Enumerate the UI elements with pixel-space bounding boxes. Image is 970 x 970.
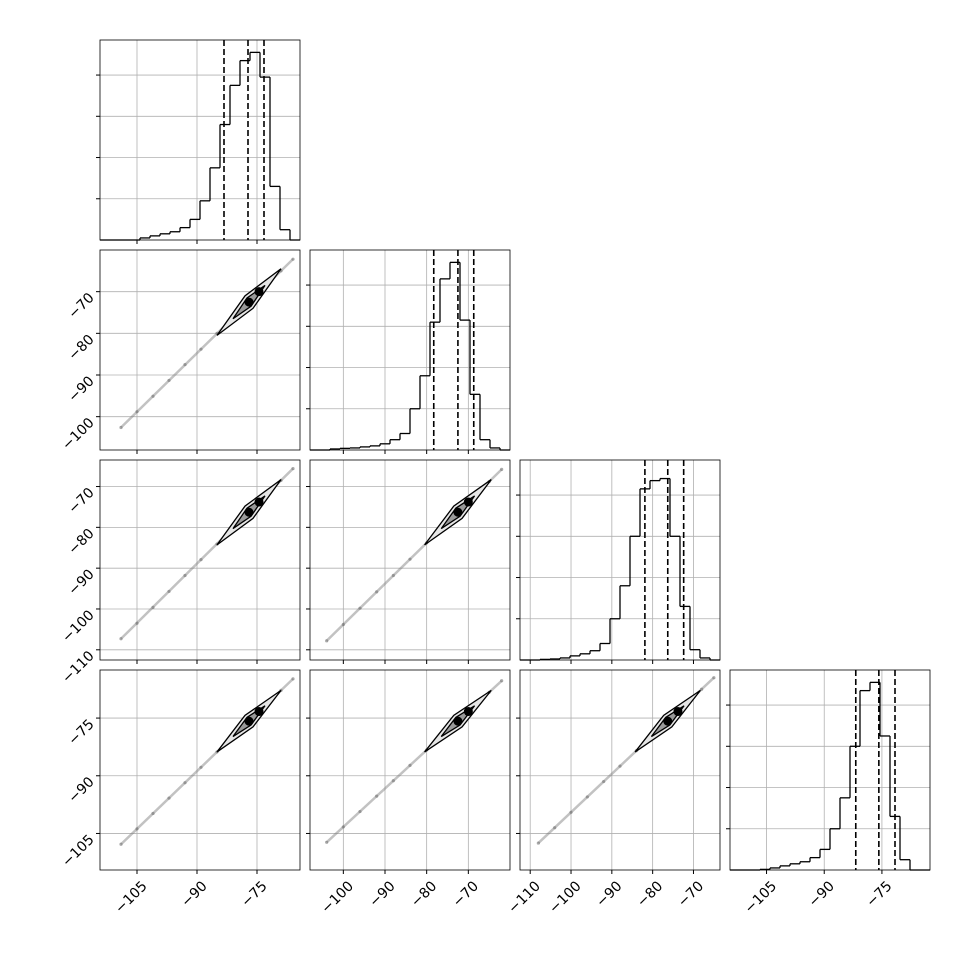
panel-frame — [519, 459, 721, 661]
x-tick-label: −75 — [238, 878, 270, 910]
sample-point — [341, 622, 345, 627]
y-tick-label: −100 — [59, 607, 98, 646]
sample-point — [602, 779, 606, 784]
sample-point — [569, 810, 573, 814]
sample-point — [341, 825, 345, 829]
y-tick-label: −70 — [65, 485, 97, 517]
y-tick-label: −75 — [65, 716, 97, 748]
y-tick-label: −80 — [65, 332, 97, 364]
sample-point — [167, 796, 171, 800]
y-tick-label: −90 — [65, 774, 97, 806]
density-peak — [453, 716, 463, 726]
x-tick-label: −90 — [593, 878, 625, 910]
x-tick-label: −100 — [546, 878, 585, 917]
sample-point — [135, 827, 139, 831]
sample-point — [183, 573, 187, 578]
sample-point — [585, 795, 589, 799]
y-tick-label: −100 — [59, 415, 98, 454]
panel-frame — [309, 249, 511, 451]
x-tick-label: −80 — [634, 878, 666, 910]
x-tick-label: −75 — [863, 878, 895, 910]
sample-point — [119, 637, 123, 641]
panel-frame — [729, 669, 931, 871]
sample-point — [291, 677, 295, 681]
sample-point — [199, 557, 203, 562]
panel-frame — [309, 459, 511, 661]
density-peak — [244, 716, 254, 726]
x-tick-label: −100 — [318, 878, 357, 917]
sample-point — [391, 573, 395, 578]
sample-point — [358, 809, 362, 814]
sample-point — [536, 841, 540, 845]
x-tick-label: −70 — [450, 878, 482, 910]
sample-point — [183, 781, 187, 785]
sample-point — [358, 606, 362, 610]
sample-point — [408, 763, 412, 767]
x-tick-label: −90 — [366, 878, 398, 910]
sample-point — [119, 842, 123, 846]
y-tick-label: −105 — [59, 832, 98, 871]
density-peak — [673, 707, 683, 717]
density-peak — [244, 507, 254, 517]
x-tick-label: −80 — [408, 878, 440, 910]
x-tick-label: −90 — [806, 878, 838, 910]
sample-point — [151, 605, 155, 609]
y-tick-label: −90 — [65, 373, 97, 405]
sample-point — [167, 589, 171, 594]
panel-frame — [309, 669, 511, 871]
panel-frame — [99, 669, 301, 871]
sample-point — [325, 840, 329, 844]
sample-point — [553, 826, 557, 830]
panel-frame — [99, 249, 301, 451]
sample-point — [375, 794, 379, 798]
sample-point — [199, 347, 203, 351]
y-tick-label: −80 — [65, 526, 97, 558]
x-tick-label: −110 — [505, 878, 544, 917]
density-peak — [453, 507, 463, 517]
panel-frame — [99, 459, 301, 661]
density-peak — [463, 707, 473, 717]
sample-point — [391, 779, 395, 783]
x-tick-label: −70 — [675, 878, 707, 910]
sample-point — [151, 811, 155, 816]
sample-point — [408, 557, 412, 561]
y-tick-label: −90 — [65, 567, 97, 599]
sample-point — [119, 425, 123, 430]
sample-point — [291, 257, 295, 261]
sample-point — [618, 764, 622, 768]
density-peak — [244, 297, 254, 307]
y-tick-label: −110 — [59, 648, 98, 687]
panel-frame — [99, 39, 301, 241]
density-peak — [463, 497, 473, 507]
density-peak — [254, 287, 264, 297]
sample-point — [500, 679, 504, 683]
sample-point — [325, 639, 329, 643]
sample-point — [291, 466, 295, 471]
sample-point — [183, 362, 187, 367]
density-peak — [254, 497, 264, 507]
sample-point — [135, 621, 139, 625]
sample-point — [700, 687, 704, 691]
x-tick-label: −105 — [742, 878, 781, 917]
sample-point — [712, 676, 716, 680]
sample-point — [500, 467, 504, 471]
sample-point — [167, 378, 171, 383]
density-peak — [254, 707, 264, 717]
sample-point — [151, 394, 155, 398]
x-tick-label: −105 — [112, 878, 151, 917]
density-peak — [663, 716, 673, 726]
panel-frame — [519, 669, 721, 871]
sample-point — [135, 410, 139, 414]
y-tick-label: −70 — [65, 290, 97, 322]
sample-point — [199, 765, 203, 769]
x-tick-label: −90 — [178, 878, 210, 910]
sample-point — [375, 590, 379, 594]
